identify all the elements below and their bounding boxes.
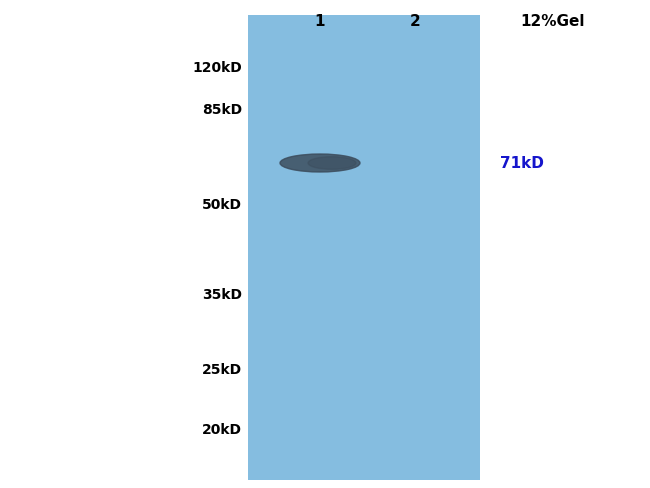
Text: 71kD: 71kD (500, 156, 544, 170)
Text: 25kD: 25kD (202, 363, 242, 377)
Text: 12%Gel: 12%Gel (520, 15, 584, 29)
Text: 85kD: 85kD (202, 103, 242, 117)
Text: 1: 1 (315, 15, 325, 29)
Ellipse shape (308, 157, 356, 169)
Text: 35kD: 35kD (202, 288, 242, 302)
Text: 20kD: 20kD (202, 423, 242, 437)
Bar (248, 15, 480, 480)
Text: 2: 2 (410, 15, 421, 29)
Text: 50kD: 50kD (202, 198, 242, 212)
Ellipse shape (280, 154, 360, 172)
Text: 120kD: 120kD (192, 61, 242, 75)
